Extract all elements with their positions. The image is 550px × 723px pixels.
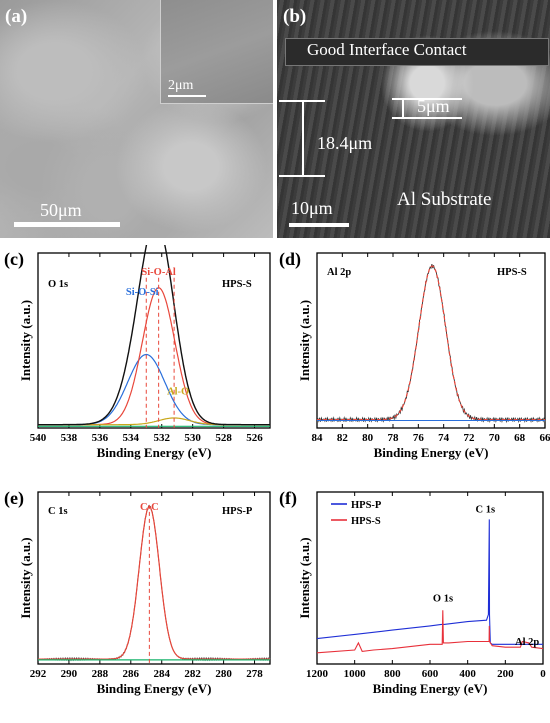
component-peak-al-o	[38, 417, 270, 426]
x-tick-label: 292	[30, 668, 47, 680]
x-axis-title: Binding Energy (eV)	[374, 445, 489, 460]
inset-scale-text: 2μm	[168, 78, 194, 93]
peak-label-al-o: Al-O	[167, 387, 189, 398]
x-tick-label: 540	[30, 432, 47, 444]
x-axis-title: Binding Energy (eV)	[97, 681, 212, 696]
legend-label-hps-s: HPS-S	[351, 516, 381, 527]
legend-label-hps-p: HPS-P	[351, 500, 382, 511]
substrate-label: Al Substrate	[397, 189, 492, 210]
x-tick-label: 1200	[306, 668, 329, 680]
banner-box	[285, 38, 549, 66]
raw-spectrum	[37, 504, 271, 662]
x-tick-label: 70	[489, 432, 501, 444]
x-tick-label: 278	[246, 668, 263, 680]
x-tick-label: 400	[459, 668, 476, 680]
sem-image-b: (b) Good Interface Contact 18.4μm 5μm 10…	[277, 0, 550, 238]
fitted-peak	[316, 265, 545, 421]
sem-image-a: (a) 2μm 50μm	[0, 0, 273, 238]
series-line-hps-s	[316, 610, 544, 654]
x-tick-label: 528	[215, 432, 232, 444]
banner-text: Good Interface Contact	[307, 40, 467, 59]
plot-frame	[37, 252, 271, 429]
x-tick-label: 80	[362, 432, 374, 444]
fitted-peak	[38, 505, 270, 660]
y-axis-title: Intensity (a.u.)	[18, 537, 33, 618]
step-top-tick	[392, 98, 462, 100]
x-axis-title: Binding Energy (eV)	[373, 681, 488, 696]
y-axis-title: Intensity (a.u.)	[297, 300, 312, 381]
sample-label: HPS-P	[222, 506, 253, 517]
x-tick-label: 82	[337, 432, 349, 444]
y-axis-title: Intensity (a.u.)	[18, 300, 33, 381]
thickness-top-tick	[279, 100, 325, 102]
main-scale-bar	[14, 222, 120, 227]
x-tick-label: 290	[61, 668, 78, 680]
x-tick-label: 600	[422, 668, 439, 680]
x-tick-label: 286	[123, 668, 140, 680]
plot-o1s: 540 538 536 534 532 530 528 526 Binding Energy (…	[4, 245, 271, 460]
x-tick-label: 84	[312, 432, 324, 444]
thickness-bottom-tick	[279, 175, 325, 177]
inset-scale-bar	[168, 95, 206, 97]
sample-label: HPS-S	[497, 267, 527, 278]
panel-letter: (c)	[4, 249, 24, 270]
x-axis-title: Binding Energy (eV)	[97, 445, 212, 460]
x-tick-label: 68	[514, 432, 526, 444]
peak-label-si-o-al: Si-O-Al	[141, 267, 176, 278]
scale-bar-b	[289, 223, 349, 227]
plot-c1s: 292 290 288 286 284 282 280 278 Binding Energy (…	[4, 488, 271, 696]
peak-label-si-o-si: Si-O-Si	[126, 287, 159, 298]
plot-frame	[316, 252, 546, 429]
x-tick-label: 280	[215, 668, 232, 680]
main-scale-text: 50μm	[40, 200, 82, 220]
panel-letter: (e)	[4, 488, 24, 509]
x-tick-label: 538	[61, 432, 78, 444]
x-tick-label: 1000	[344, 668, 367, 680]
panel-letter: (d)	[279, 249, 301, 270]
envelope-fit	[38, 245, 270, 426]
x-tick-label: 200	[497, 668, 514, 680]
x-tick-label: 284	[153, 668, 170, 680]
component-peak-si-o-si	[38, 353, 270, 426]
panel-letter-a: (a)	[5, 6, 28, 27]
plot-frame	[37, 491, 271, 665]
x-tick-label: 66	[540, 432, 550, 444]
x-tick-label: 536	[92, 432, 109, 444]
x-tick-label: 800	[384, 668, 401, 680]
element-label: O 1s	[48, 279, 68, 290]
plot-survey: 1200 1000 800 600 400 200 0 Binding Energy (eV)…	[279, 488, 546, 696]
scale-label-b: 10μm	[291, 198, 333, 218]
x-tick-label: 534	[123, 432, 140, 444]
panel-letter-b: (b)	[283, 6, 307, 27]
element-label: C 1s	[48, 506, 68, 517]
step-bottom-tick	[392, 117, 462, 119]
x-tick-label: 288	[92, 668, 109, 680]
sample-label: HPS-S	[222, 279, 252, 290]
series-line-hps-p	[316, 519, 543, 645]
x-tick-label: 282	[184, 668, 201, 680]
step-label: 5μm	[417, 96, 450, 116]
x-tick-label: 0	[540, 668, 546, 680]
x-tick-label: 526	[246, 432, 263, 444]
x-tick-label: 78	[388, 432, 400, 444]
step-bar	[402, 98, 404, 118]
y-axis-title: Intensity (a.u.)	[297, 537, 312, 618]
plot-al2p: 84 82 80 78 76 74 72 70 68 66 Binding Energy (eV) I…	[279, 249, 550, 460]
annotation-al2p: Al 2p	[515, 637, 539, 648]
x-tick-label: 72	[464, 432, 476, 444]
x-tick-label: 532	[153, 432, 170, 444]
x-tick-label: 76	[413, 432, 425, 444]
thickness-label: 18.4μm	[317, 133, 373, 153]
annotation-o1s: O 1s	[433, 594, 453, 605]
annotation-c1s: C 1s	[476, 504, 496, 515]
thickness-bar	[302, 100, 304, 176]
sem-inset-image	[160, 0, 273, 104]
component-peak-si-o-al	[38, 287, 270, 426]
x-tick-label: 530	[184, 432, 201, 444]
raw-spectrum	[316, 264, 546, 424]
x-tick-label: 74	[438, 432, 450, 444]
element-label: Al 2p	[327, 267, 351, 278]
peak-label-c-c: C-C	[140, 502, 159, 513]
panel-letter: (f)	[279, 488, 297, 509]
